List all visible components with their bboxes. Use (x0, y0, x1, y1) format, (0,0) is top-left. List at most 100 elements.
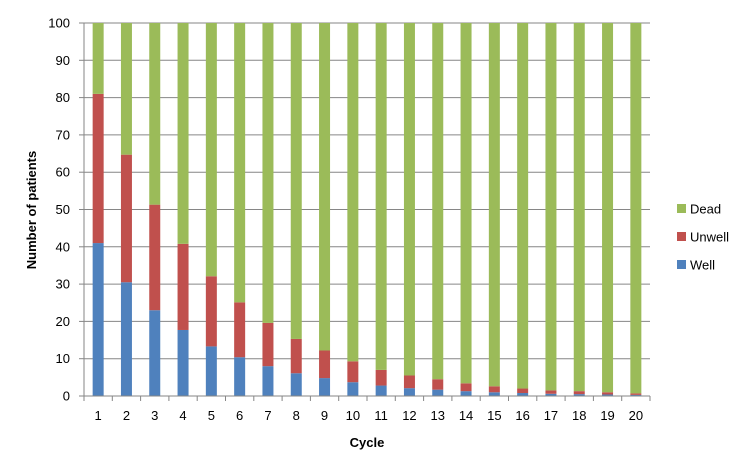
bar-segment-unwell (347, 361, 359, 383)
bar-segment-dead (573, 23, 585, 392)
y-tick-label: 80 (56, 90, 70, 105)
bar-segment-well (375, 385, 387, 396)
bar-segment-dead (432, 23, 444, 380)
bar-segment-well (545, 393, 557, 396)
bar-segment-well (573, 394, 585, 396)
bar-segment-unwell (177, 243, 189, 330)
bar-segment-well (205, 346, 217, 396)
x-tick-label: 5 (208, 408, 215, 423)
bar-segment-dead (375, 23, 387, 370)
bar-segment-well (432, 389, 444, 396)
x-tick-label: 1 (95, 408, 102, 423)
bar-segment-unwell (319, 350, 331, 379)
bar-segment-unwell (403, 375, 415, 389)
bar-segment-dead (347, 23, 359, 362)
bar-segment-unwell (205, 276, 217, 347)
x-tick-label: 17 (544, 408, 558, 423)
bar-segment-dead (205, 23, 217, 277)
y-tick-label: 40 (56, 239, 70, 254)
y-tick-label: 90 (56, 53, 70, 68)
y-tick-label: 30 (56, 277, 70, 292)
y-tick-label: 100 (48, 16, 70, 31)
x-tick-label: 20 (629, 408, 643, 423)
bar-segment-dead (177, 23, 189, 244)
legend-swatch-well (677, 260, 686, 269)
bar-segment-well (319, 378, 331, 396)
x-tick-label: 15 (487, 408, 501, 423)
x-tick-label: 12 (402, 408, 416, 423)
x-tick-labels: 1 2 3 4 5 6 7 8 9 10 11 12 13 14 15 16 17 18 19 20 (95, 408, 644, 423)
x-tick-label: 6 (236, 408, 243, 423)
y-tick-label: 0 (63, 389, 70, 404)
y-tick-label: 50 (56, 202, 70, 217)
legend-label-unwell: Unwell (690, 230, 729, 245)
bar-segment-dead (319, 23, 331, 351)
bar-segment-unwell (120, 154, 132, 283)
x-tick-label: 3 (151, 408, 158, 423)
x-tick-label: 9 (321, 408, 328, 423)
bar-segment-dead (630, 23, 642, 394)
bar-segment-unwell (432, 379, 444, 390)
bar-segment-dead (545, 23, 557, 391)
x-tick-label: 11 (374, 408, 388, 423)
bar-segment-dead (488, 23, 500, 387)
bar-segment-unwell (488, 386, 500, 393)
x-tick-label: 16 (515, 408, 529, 423)
bar-segment-well (120, 282, 132, 396)
bar-segment-dead (602, 23, 614, 393)
bar-segment-unwell (149, 204, 161, 311)
bar-segment-unwell (460, 383, 472, 392)
x-tick-label: 2 (123, 408, 130, 423)
bar-segment-unwell (375, 369, 387, 386)
bar-segment-well (630, 394, 642, 396)
bar-segment-well (234, 357, 246, 396)
bar-segment-unwell (234, 302, 246, 358)
bar-segment-dead (92, 23, 104, 94)
gridlines (84, 22, 650, 360)
legend-swatch-unwell (677, 232, 686, 241)
bar-segment-unwell (630, 393, 642, 395)
bar-segment-unwell (262, 322, 274, 367)
bar-segment-dead (403, 23, 415, 376)
bar-segment-unwell (573, 391, 585, 395)
y-tick-label: 10 (56, 351, 70, 366)
bar-segment-well (602, 394, 614, 396)
bar-segment-dead (460, 23, 472, 384)
bar-segments (92, 23, 642, 396)
bar-segment-unwell (290, 338, 302, 374)
x-tick-label: 19 (600, 408, 614, 423)
x-tick-label: 18 (572, 408, 586, 423)
bar-segment-well (92, 243, 104, 396)
bar-segment-well (347, 382, 359, 396)
bar-segment-well (262, 366, 274, 396)
x-tick-label: 10 (346, 408, 360, 423)
bar-segment-well (403, 388, 415, 396)
bar-segment-unwell (545, 390, 557, 394)
bar-segment-dead (290, 23, 302, 339)
bar-segment-dead (517, 23, 529, 389)
bar-segment-dead (120, 23, 132, 155)
bar-segment-unwell (517, 388, 529, 394)
bar-segment-unwell (602, 392, 614, 395)
bar-segment-dead (149, 23, 161, 205)
bar-segment-well (177, 329, 189, 396)
bar-segment-well (517, 393, 529, 396)
y-axis-title: Number of patients (24, 151, 39, 269)
x-axis-title: Cycle (350, 435, 385, 450)
x-tick-label: 7 (264, 408, 271, 423)
legend: Dead Unwell Well (677, 202, 729, 273)
bar-segment-dead (262, 23, 274, 323)
legend-label-well: Well (690, 258, 715, 273)
bar-segment-well (290, 373, 302, 396)
legend-label-dead: Dead (690, 202, 721, 217)
x-tick-label: 14 (459, 408, 473, 423)
bar-segment-well (488, 392, 500, 396)
bar-segment-dead (234, 23, 246, 303)
axes (79, 22, 651, 401)
x-tick-label: 13 (431, 408, 445, 423)
y-tick-label: 70 (56, 127, 70, 142)
x-tick-label: 8 (293, 408, 300, 423)
bar-segment-well (149, 310, 161, 396)
x-tick-label: 4 (179, 408, 186, 423)
